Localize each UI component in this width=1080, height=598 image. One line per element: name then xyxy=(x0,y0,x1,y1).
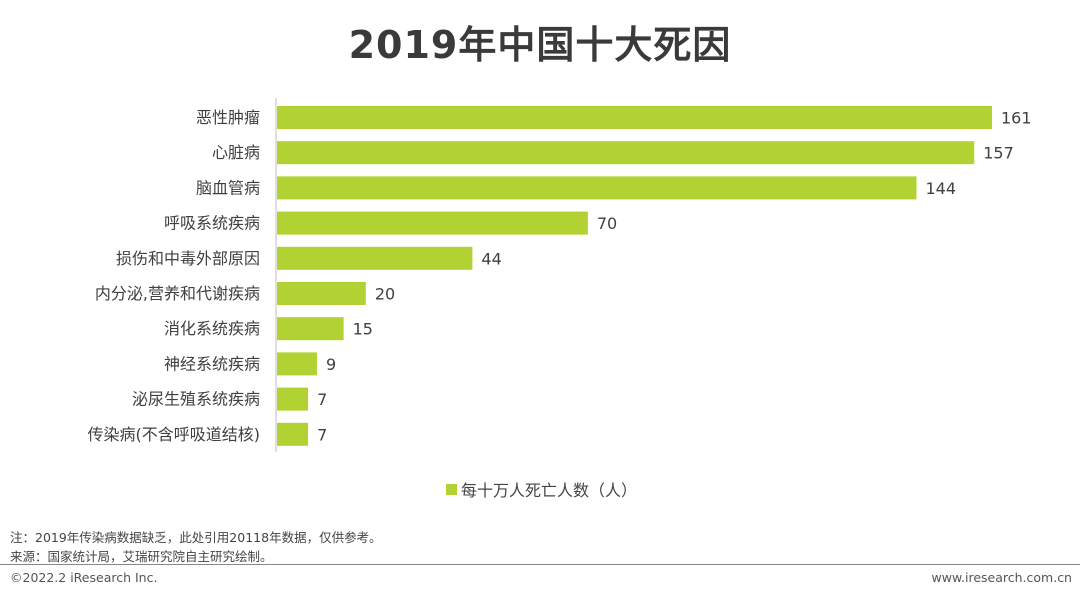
category-label: 呼吸系统疾病 xyxy=(164,214,260,233)
bar xyxy=(277,387,309,411)
footer-divider xyxy=(0,564,1080,565)
copyright-text: ©2022.2 iResearch Inc. xyxy=(10,570,158,585)
data-label: 15 xyxy=(353,320,373,339)
category-label: 损伤和中毒外部原因 xyxy=(116,249,260,268)
website-text: www.iresearch.com.cn xyxy=(931,570,1073,585)
data-label: 9 xyxy=(326,355,336,374)
data-label: 161 xyxy=(1001,109,1032,128)
bar xyxy=(277,176,917,200)
legend-label: 每十万人死亡人数（人） xyxy=(461,481,638,500)
category-label: 神经系统疾病 xyxy=(164,354,260,373)
data-label: 20 xyxy=(375,285,395,304)
source-note: 来源：国家统计局，艾瑞研究院自主研究绘制。 xyxy=(10,549,273,564)
data-label: 7 xyxy=(317,425,327,444)
bar xyxy=(277,317,344,341)
data-label: 157 xyxy=(983,144,1014,163)
bar xyxy=(277,422,309,446)
category-label: 恶性肿瘤 xyxy=(196,108,260,127)
category-label: 传染病(不含呼吸道结核) xyxy=(88,425,261,444)
category-label: 脑血管病 xyxy=(196,178,260,197)
legend-swatch xyxy=(446,483,457,495)
bar xyxy=(277,106,992,129)
bar xyxy=(277,211,588,235)
data-label: 7 xyxy=(317,390,327,409)
category-label: 内分泌,营养和代谢疾病 xyxy=(95,284,260,303)
bar xyxy=(277,282,366,305)
category-label: 消化系统疾病 xyxy=(164,319,260,338)
data-label: 144 xyxy=(926,179,957,198)
chart-title: 2019年中国十大死因 xyxy=(348,23,732,67)
category-label: 心脏病 xyxy=(212,143,260,162)
category-label: 泌尿生殖系统疾病 xyxy=(132,390,260,409)
data-note: 注：2019年传染病数据缺乏，此处引用20118年数据，仅供参考。 xyxy=(10,530,382,545)
bar xyxy=(277,141,975,165)
bar xyxy=(277,246,473,270)
chart-legend: 每十万人死亡人数（人） xyxy=(446,477,637,501)
data-label: 44 xyxy=(481,249,501,268)
data-label: 70 xyxy=(597,214,617,233)
bar xyxy=(277,352,317,376)
